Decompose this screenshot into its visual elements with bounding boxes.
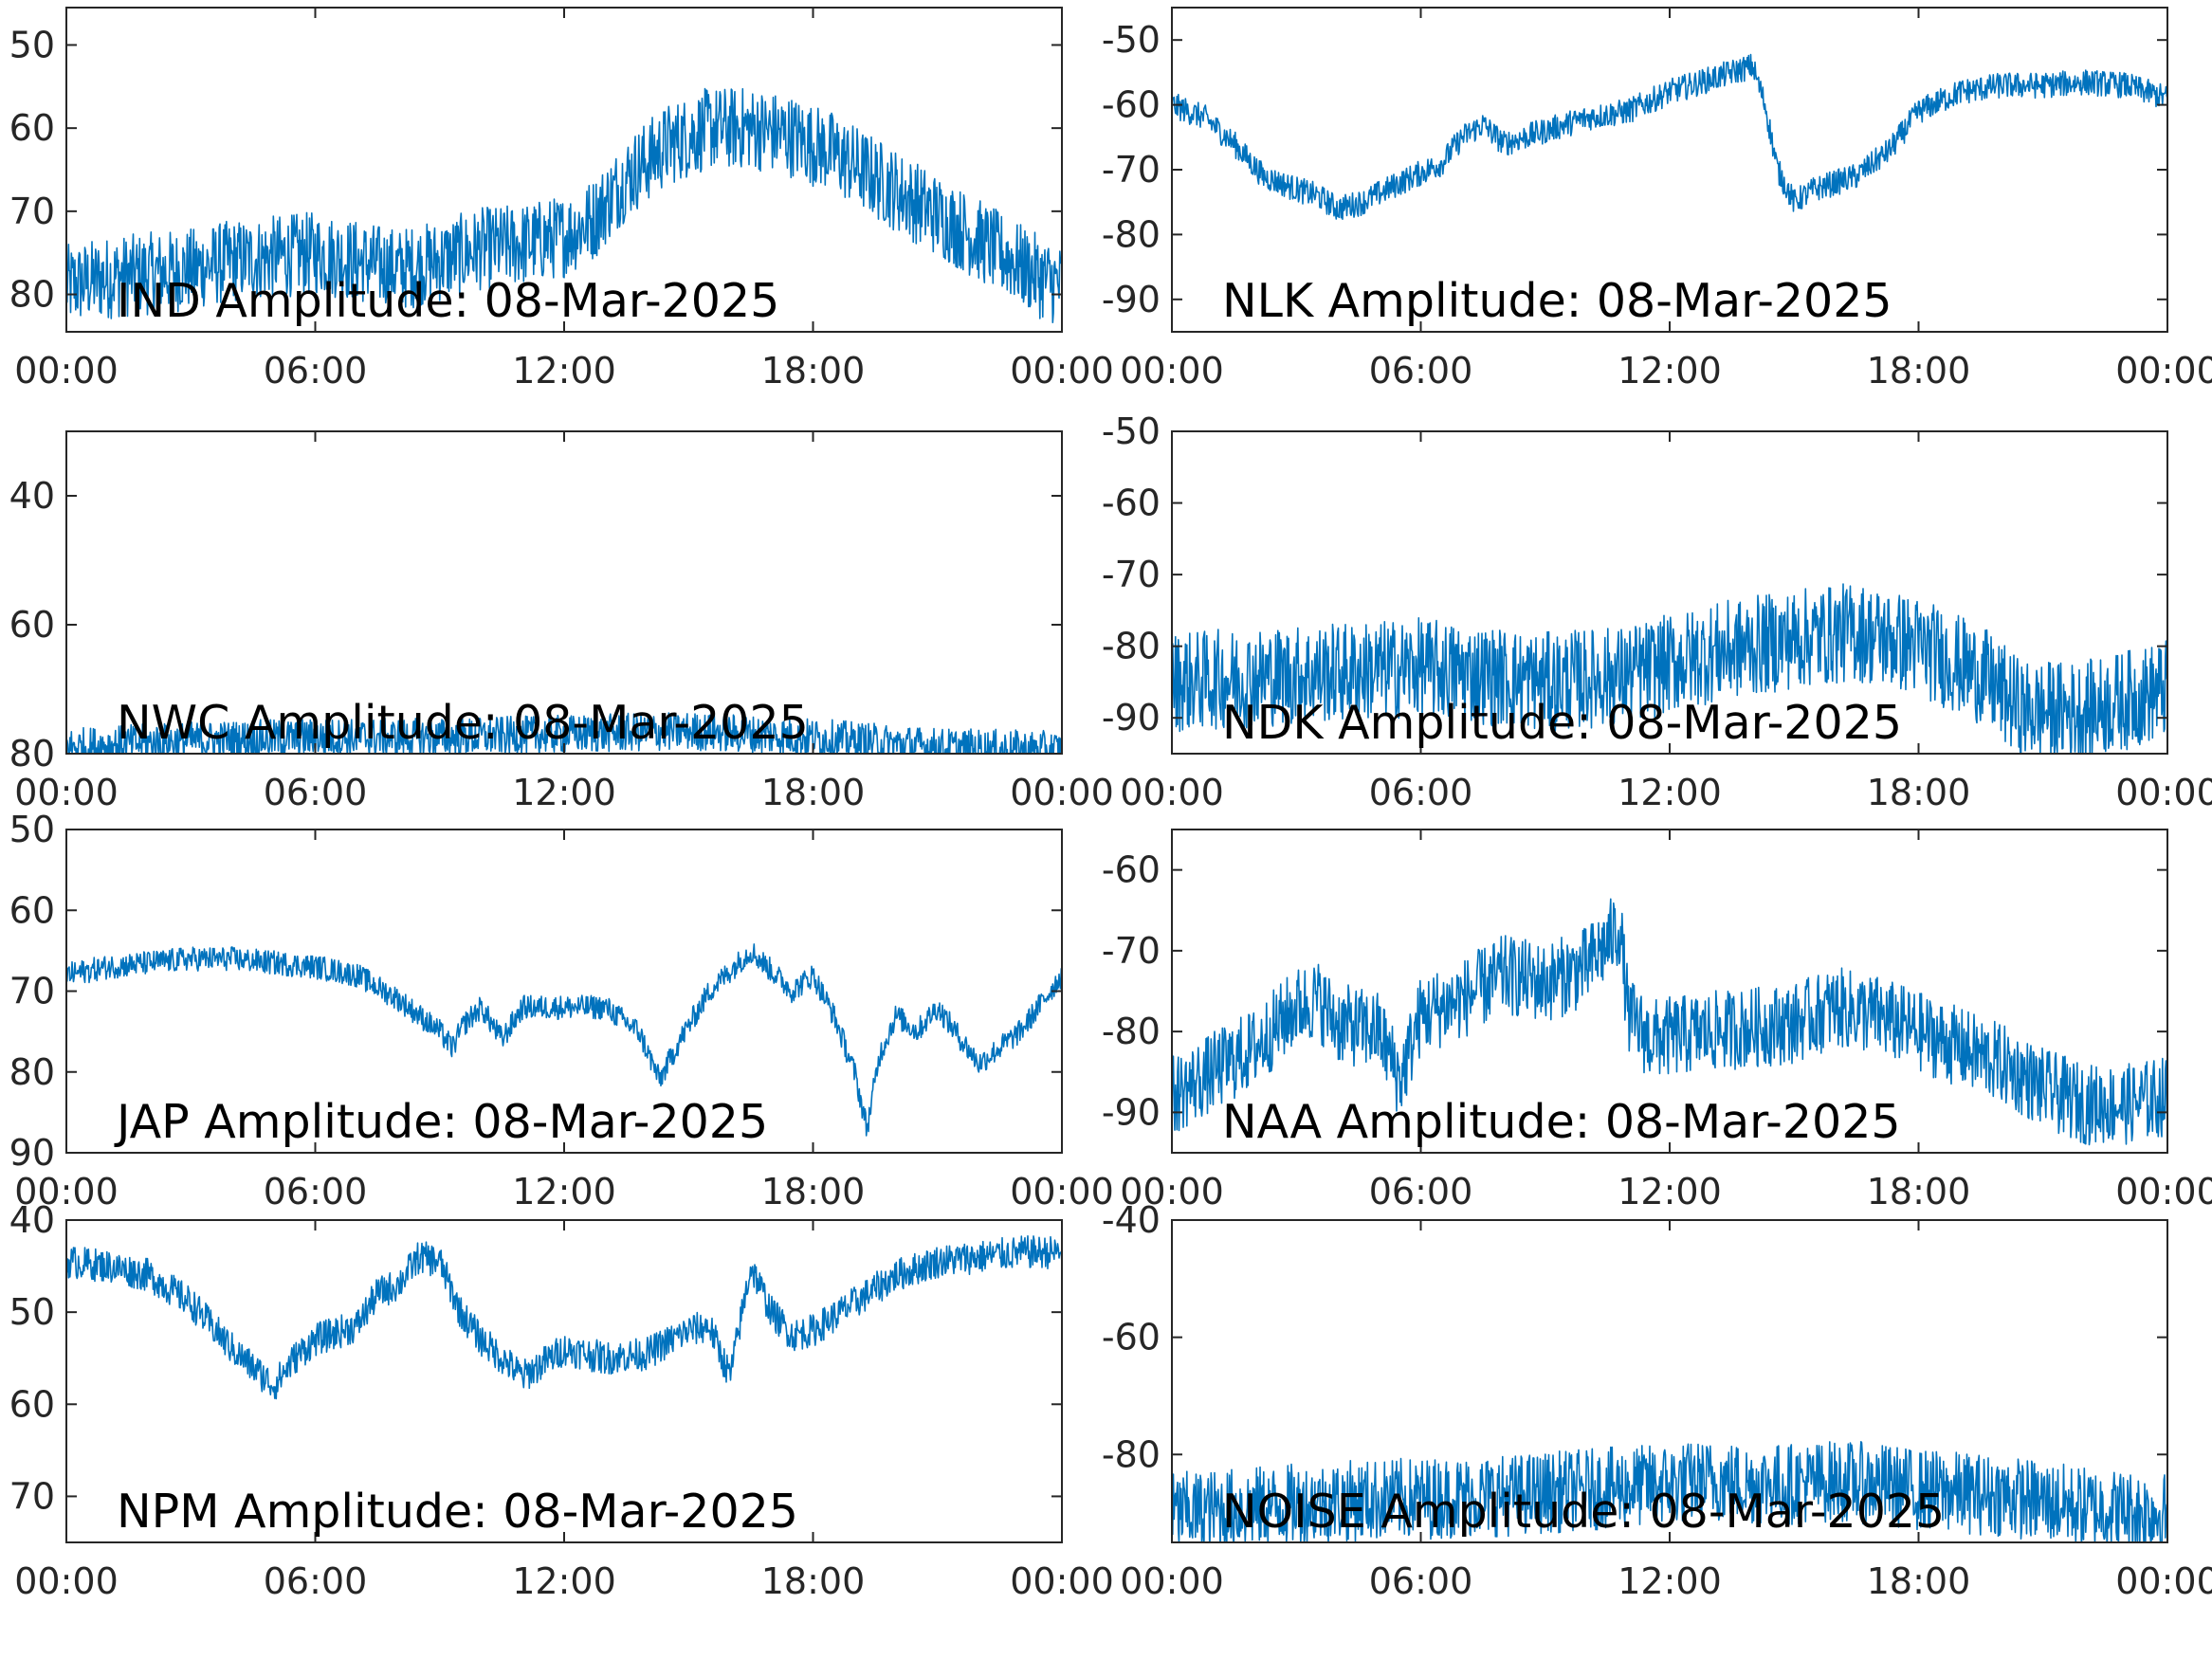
x-tick-label: 00:00 <box>2115 350 2212 392</box>
amplitude-panel: -50 -60 -70 -80 -90 00:00 06:00 12:00 18:00 00:00… <box>1102 7 2212 392</box>
amplitude-panel: -60 -70 -80 -90 00:00 06:00 12:00 18:00 00:00 NAA… <box>1102 829 2212 1212</box>
panel-label: NOISE Amplitude: 08-Mar-2025 <box>1222 1485 1945 1539</box>
panel-label: JAP Amplitude: 08-Mar-2025 <box>114 1095 768 1149</box>
x-tick-label: 06:00 <box>264 350 368 392</box>
amplitude-series-line <box>1172 583 2167 754</box>
x-tick-label: 00:00 <box>1010 772 1114 813</box>
y-tick-label: 40 <box>9 1199 55 1241</box>
y-tick-label: 50 <box>9 24 55 65</box>
y-tick-label: 70 <box>9 1475 55 1517</box>
x-tick-label: 06:00 <box>1369 1560 1473 1602</box>
y-tick-label: 40 <box>9 475 55 517</box>
y-tick-label: 60 <box>9 107 55 149</box>
amplitude-series-line <box>66 943 1062 1137</box>
x-tick-label: 18:00 <box>761 772 866 813</box>
x-tick-label: 00:00 <box>14 1560 119 1602</box>
x-tick-label: 00:00 <box>2115 1171 2212 1212</box>
x-tick-label: 18:00 <box>761 1560 866 1602</box>
x-tick-label: 06:00 <box>1369 350 1473 392</box>
x-tick-label: 18:00 <box>1867 1560 1971 1602</box>
y-tick-label: -90 <box>1102 1091 1161 1133</box>
amplitude-series-line <box>1172 898 2167 1146</box>
x-tick-label: 12:00 <box>1618 1171 1722 1212</box>
amplitude-panel: -50 -60 -70 -80 -90 00:00 06:00 12:00 18:00 00:00… <box>1102 410 2212 813</box>
x-tick-label: 12:00 <box>512 1171 616 1212</box>
y-tick-label: 90 <box>9 1132 55 1174</box>
x-tick-label: 18:00 <box>1867 1171 1971 1212</box>
panel-label: NLK Amplitude: 08-Mar-2025 <box>1222 274 1892 328</box>
x-tick-label: 18:00 <box>761 1171 866 1212</box>
y-tick-label: -60 <box>1102 84 1161 126</box>
amplitude-series-line <box>66 87 1062 323</box>
y-tick-label: 50 <box>9 809 55 850</box>
panel-label: IND Amplitude: 08-Mar-2025 <box>117 274 779 328</box>
y-tick-label: -60 <box>1102 849 1161 891</box>
y-tick-label: -70 <box>1102 930 1161 972</box>
x-tick-label: 00:00 <box>1120 350 1224 392</box>
x-tick-label: 18:00 <box>1867 772 1971 813</box>
x-tick-label: 06:00 <box>264 772 368 813</box>
amplitude-series-line <box>1172 53 2167 220</box>
panel-label: NDK Amplitude: 08-Mar-2025 <box>1222 696 1902 750</box>
x-tick-label: 12:00 <box>1618 1560 1722 1602</box>
y-tick-label: -80 <box>1102 1011 1161 1052</box>
y-tick-label: 80 <box>9 1051 55 1093</box>
x-tick-label: 00:00 <box>2115 1560 2212 1602</box>
y-tick-label: -40 <box>1102 1199 1161 1241</box>
y-tick-label: 60 <box>9 604 55 646</box>
x-tick-label: 06:00 <box>264 1171 368 1212</box>
y-tick-label: 50 <box>9 1291 55 1333</box>
y-tick-label: -80 <box>1102 626 1161 667</box>
y-tick-label: -90 <box>1102 279 1161 320</box>
y-tick-label: -50 <box>1102 410 1161 452</box>
y-tick-label: 80 <box>9 274 55 316</box>
x-tick-label: 06:00 <box>1369 772 1473 813</box>
x-tick-label: 00:00 <box>14 350 119 392</box>
x-tick-label: 00:00 <box>1120 772 1224 813</box>
x-tick-label: 12:00 <box>1618 350 1722 392</box>
x-tick-label: 12:00 <box>512 1560 616 1602</box>
x-tick-label: 18:00 <box>761 350 866 392</box>
x-tick-label: 00:00 <box>1120 1171 1224 1212</box>
x-tick-label: 00:00 <box>1010 350 1114 392</box>
y-tick-label: -60 <box>1102 483 1161 524</box>
x-tick-label: 00:00 <box>1120 1560 1224 1602</box>
y-tick-label: 80 <box>9 733 55 775</box>
panel-label: NWC Amplitude: 08-Mar-2025 <box>117 696 809 750</box>
x-tick-label: 00:00 <box>2115 772 2212 813</box>
x-tick-label: 00:00 <box>1010 1171 1114 1212</box>
y-tick-label: -90 <box>1102 697 1161 738</box>
amplitude-panel: -40 -60 -80 00:00 06:00 12:00 18:00 00:00 NOISE … <box>1102 1199 2212 1602</box>
x-tick-label: 00:00 <box>1010 1560 1114 1602</box>
x-tick-label: 12:00 <box>512 350 616 392</box>
x-tick-label: 12:00 <box>1618 772 1722 813</box>
x-tick-label: 06:00 <box>264 1560 368 1602</box>
x-tick-label: 00:00 <box>14 1171 119 1212</box>
y-tick-label: -50 <box>1102 19 1161 61</box>
y-tick-label: 70 <box>9 971 55 1012</box>
y-tick-label: -70 <box>1102 149 1161 191</box>
amplitude-panel: 40 50 60 70 00:00 06:00 12:00 18:00 00:00 NPM Amp… <box>9 1199 1114 1602</box>
panel-label: NPM Amplitude: 08-Mar-2025 <box>117 1485 798 1539</box>
amplitude-series-line <box>1172 1441 2167 1542</box>
y-tick-label: -60 <box>1102 1317 1161 1358</box>
y-tick-label: -80 <box>1102 213 1161 255</box>
x-tick-label: 12:00 <box>512 772 616 813</box>
y-tick-label: 70 <box>9 191 55 232</box>
panel-label: NAA Amplitude: 08-Mar-2025 <box>1222 1095 1901 1149</box>
y-tick-label: -70 <box>1102 554 1161 595</box>
y-tick-label: 60 <box>9 889 55 931</box>
x-tick-label: 06:00 <box>1369 1171 1473 1212</box>
y-tick-label: -80 <box>1102 1433 1161 1475</box>
amplitude-panel: 50 60 70 80 00:00 06:00 12:00 18:00 00:00 IND Amp… <box>9 7 1114 392</box>
x-tick-label: 00:00 <box>14 772 119 813</box>
x-tick-label: 18:00 <box>1867 350 1971 392</box>
amplitude-series-line <box>66 1235 1062 1400</box>
y-tick-label: 60 <box>9 1383 55 1425</box>
